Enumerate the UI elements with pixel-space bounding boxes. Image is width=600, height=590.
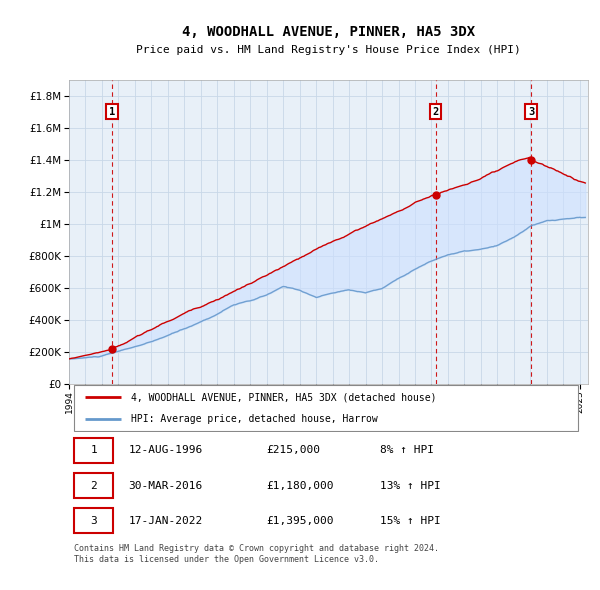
Text: 15% ↑ HPI: 15% ↑ HPI xyxy=(380,516,441,526)
FancyBboxPatch shape xyxy=(74,438,113,463)
Text: Contains HM Land Registry data © Crown copyright and database right 2024.
This d: Contains HM Land Registry data © Crown c… xyxy=(74,544,439,563)
Text: 1: 1 xyxy=(90,445,97,455)
Text: 2: 2 xyxy=(433,107,439,117)
FancyBboxPatch shape xyxy=(74,385,578,431)
Text: £1,395,000: £1,395,000 xyxy=(266,516,334,526)
Text: 8% ↑ HPI: 8% ↑ HPI xyxy=(380,445,434,455)
Text: 2: 2 xyxy=(90,481,97,490)
FancyBboxPatch shape xyxy=(74,473,113,498)
Text: 3: 3 xyxy=(90,516,97,526)
Text: 4, WOODHALL AVENUE, PINNER, HA5 3DX (detached house): 4, WOODHALL AVENUE, PINNER, HA5 3DX (det… xyxy=(131,392,437,402)
Text: 13% ↑ HPI: 13% ↑ HPI xyxy=(380,481,441,490)
FancyBboxPatch shape xyxy=(74,509,113,533)
Text: 17-JAN-2022: 17-JAN-2022 xyxy=(128,516,203,526)
Text: 4, WOODHALL AVENUE, PINNER, HA5 3DX: 4, WOODHALL AVENUE, PINNER, HA5 3DX xyxy=(182,25,475,40)
Text: £1,180,000: £1,180,000 xyxy=(266,481,334,490)
Text: 30-MAR-2016: 30-MAR-2016 xyxy=(128,481,203,490)
Text: 12-AUG-1996: 12-AUG-1996 xyxy=(128,445,203,455)
Text: HPI: Average price, detached house, Harrow: HPI: Average price, detached house, Harr… xyxy=(131,414,378,424)
Text: 3: 3 xyxy=(528,107,534,117)
Text: £215,000: £215,000 xyxy=(266,445,320,455)
Text: 1: 1 xyxy=(109,107,115,117)
Text: Price paid vs. HM Land Registry's House Price Index (HPI): Price paid vs. HM Land Registry's House … xyxy=(136,45,521,55)
